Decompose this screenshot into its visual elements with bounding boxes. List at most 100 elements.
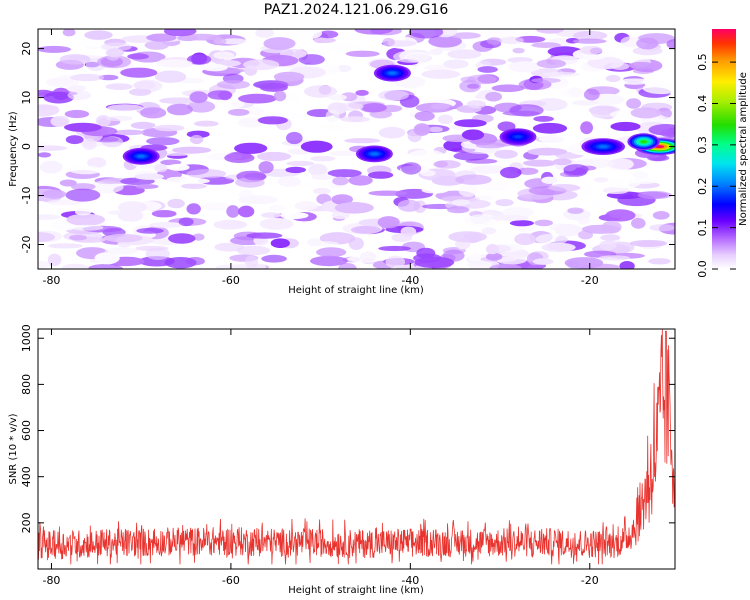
- spectrogram-cell: [313, 187, 331, 195]
- spectrogram-cell: [239, 189, 254, 200]
- spectrogram-cell: [38, 232, 56, 243]
- spectrogram-cell: [256, 151, 292, 162]
- spectrogram-cell: [602, 186, 630, 194]
- spectrogram-cell: [87, 264, 124, 269]
- spectrogram-cell: [50, 115, 70, 127]
- spectrogram-cell: [598, 255, 630, 261]
- spectrogram-cell: [470, 165, 507, 174]
- spectrogram-cell: [601, 220, 622, 234]
- spectrogram-cell: [652, 211, 670, 220]
- snr-panel: -80 -60 -40 -20 200 400 600 800 1000 Height of s…: [8, 324, 676, 596]
- spectrogram-cell: [334, 202, 374, 214]
- spectrogram-cell: [273, 71, 305, 82]
- spectrogram-cell: [311, 174, 334, 181]
- spectrogram-cell: [201, 63, 228, 72]
- spectrogram-ytick-label: 20: [20, 42, 33, 56]
- spectrogram-cell: [268, 204, 287, 212]
- spectrogram-cell: [368, 190, 408, 196]
- spectrogram-cell: [181, 183, 207, 189]
- spectrogram-cell: [134, 173, 164, 180]
- spectrogram-cell: [606, 158, 634, 171]
- spectrogram-cell: [368, 171, 394, 179]
- spectrogram-cell: [146, 33, 177, 42]
- colorbar: 0.0 0.1 0.2 0.3 0.4 0.5 Normalized spectral a…: [696, 29, 749, 278]
- spectrogram-cell: [38, 261, 51, 269]
- spectrogram-ytick-label: -10: [20, 187, 33, 205]
- spectrogram-cell: [577, 216, 591, 225]
- spectrogram-cell: [310, 255, 348, 267]
- spectrogram-cell: [541, 242, 576, 252]
- spectrogram-cell: [329, 150, 358, 156]
- spectrogram-cell: [220, 38, 248, 45]
- spectrogram-cell: [216, 80, 250, 90]
- spectrogram-cell: [508, 61, 541, 73]
- spectrogram-cell: [600, 234, 621, 241]
- spectrogram-cell: [605, 209, 636, 222]
- spectrogram-cell: [345, 50, 380, 57]
- spectrogram-cell: [246, 232, 283, 239]
- spectrogram-cell: [226, 205, 240, 218]
- spectrogram-cell: [378, 126, 406, 139]
- spectrogram-xtick-label: -60: [222, 274, 240, 287]
- spectrogram-cell: [201, 202, 232, 211]
- spectrogram-cell: [144, 40, 169, 50]
- spectrogram-cell: [534, 219, 553, 227]
- spectrogram-cell: [458, 184, 479, 197]
- spectrogram-cell: [259, 218, 294, 230]
- figure-title: PAZ1.2024.121.06.29.G16: [264, 2, 449, 18]
- spectrogram-cell: [303, 85, 338, 98]
- spectrogram-cell: [238, 205, 255, 218]
- spectrogram-cell: [286, 160, 315, 167]
- spectrogram-cell: [167, 163, 190, 171]
- spectrogram-cell: [348, 175, 373, 186]
- spectrogram-cell: [354, 29, 393, 35]
- spectrogram-cell: [490, 230, 513, 243]
- spectrogram-cell: [294, 181, 332, 188]
- snr-ylabel: SNR (10 * v/v): [8, 413, 19, 484]
- snr-ytick-label: 1000: [20, 324, 33, 352]
- spectrogram-cell: [430, 103, 450, 110]
- spectrogram-cell: [185, 257, 205, 266]
- snr-series-line: [38, 329, 675, 565]
- spectrogram-cell: [263, 37, 296, 50]
- spectrogram-xlabel: Height of straight line (km): [288, 285, 424, 296]
- spectrogram-cell: [648, 258, 671, 265]
- spectrogram-cell: [243, 59, 280, 71]
- spectrogram-cell: [71, 183, 96, 191]
- spectrogram-cell: [408, 149, 445, 162]
- spectrogram-cell: [187, 54, 212, 65]
- spectrogram-cell: [563, 164, 589, 176]
- spectrogram-cell: [618, 78, 651, 85]
- spectrogram-cell: [477, 66, 498, 73]
- spectrogram-cell: [666, 39, 675, 50]
- spectrogram-cell: [336, 102, 364, 111]
- spectrogram-cell: [466, 100, 486, 109]
- spectrogram-cell: [579, 184, 593, 196]
- spectrogram-cell: [587, 56, 624, 70]
- snr-xtick-label: -20: [581, 574, 599, 587]
- spectrogram-cell: [491, 84, 525, 92]
- spectrogram-cell: [523, 159, 557, 167]
- spectrogram-cell: [583, 88, 600, 101]
- spectrogram-cell: [494, 149, 518, 159]
- spectrogram-cell: [172, 146, 212, 154]
- snr-xtick-label: -40: [401, 574, 419, 587]
- spectrogram-cell: [138, 256, 175, 267]
- spectrogram-cell: [261, 254, 287, 263]
- spectrogram-cell: [94, 252, 120, 265]
- spectrogram-cell: [536, 29, 564, 34]
- spectrogram-cell: [160, 159, 182, 166]
- spectrogram-cell: [146, 137, 180, 146]
- spectrogram-cell: [182, 33, 222, 41]
- spectrogram-cell: [484, 29, 517, 38]
- spectrogram-cell: [533, 115, 554, 122]
- spectrogram-cell: [220, 99, 245, 109]
- spectrogram-cell: [387, 36, 418, 49]
- spectrogram-cell: [454, 119, 487, 128]
- spectrogram-cell: [649, 224, 675, 232]
- snr-ytick-label: 800: [20, 374, 33, 395]
- spectrogram-cell: [69, 234, 87, 241]
- spectrogram-cell: [105, 48, 124, 58]
- spectrogram-cell: [532, 122, 568, 134]
